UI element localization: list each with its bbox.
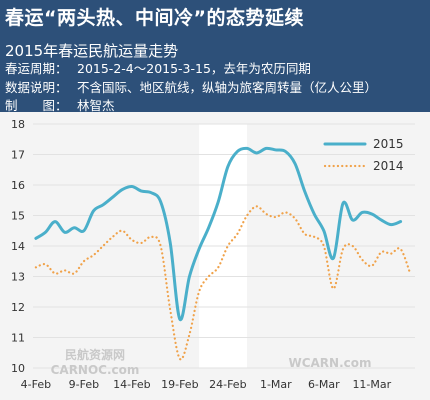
x-tick-label: 6-Mar (308, 378, 340, 391)
watermark-text: 民航资源网 (65, 347, 125, 362)
line-chart: 10 11 12 13 14 15 16 17 18 4-Feb 9-Feb 14-Feb 19-Feb… (11, 118, 415, 391)
x-tick-label: 11-Mar (352, 378, 391, 391)
legend-label-2014: 2014 (373, 159, 404, 173)
y-tick-label: 12 (11, 301, 25, 314)
x-tick-label: 14-Feb (113, 378, 150, 391)
meta-author-value: 林智杰 (77, 98, 115, 113)
y-tick-label: 15 (11, 210, 25, 223)
header-banner: 春运“两头热、中间冷”的态势延续 2015年春运民航运量走势 春运周期： 2015… (0, 0, 430, 114)
meta-period-row: 春运周期： 2015-2-4～2015-3-15，去年为农历同期 (5, 58, 311, 77)
main-title: 春运“两头热、中间冷”的态势延续 (5, 7, 304, 29)
x-tick-label: 9-Feb (69, 378, 99, 391)
y-tick-label: 17 (11, 149, 25, 162)
x-tick-label: 1-Mar (260, 378, 292, 391)
y-tick-label: 11 (11, 332, 25, 345)
meta-author-row: 制 图： 林智杰 (5, 95, 115, 114)
legend-label-2015: 2015 (373, 137, 404, 151)
y-tick-label: 10 (11, 362, 25, 375)
y-tick-label: 14 (11, 240, 25, 253)
y-tick-label: 18 (11, 118, 25, 131)
meta-period-value: 2015-2-4～2015-3-15，去年为农历同期 (77, 61, 311, 76)
watermark-text: CARNOC.com (51, 363, 140, 377)
y-tick-label: 13 (11, 271, 25, 284)
meta-note-row: 数据说明： 不含国际、地区航线，纵轴为旅客周转量（亿人公里） (5, 77, 377, 96)
x-tick-label: 19-Feb (161, 378, 198, 391)
watermark-text: WCARN.com (288, 356, 371, 370)
y-tick-label: 16 (11, 179, 25, 192)
chart-subtitle: 2015年春运民航运量走势 (5, 42, 179, 60)
meta-author-label: 制 图： (5, 98, 68, 113)
x-tick-label: 4-Feb (21, 378, 51, 391)
meta-note-label: 数据说明： (5, 80, 68, 95)
meta-note-value: 不含国际、地区航线，纵轴为旅客周转量（亿人公里） (77, 80, 378, 95)
series-line-2015 (34, 146, 403, 321)
series-line-2014 (34, 205, 412, 361)
x-tick-label: 24-Feb (209, 378, 246, 391)
meta-period-label: 春运周期： (5, 61, 68, 76)
chart-area: 10 11 12 13 14 15 16 17 18 4-Feb 9-Feb 14-Feb 19-Feb… (0, 112, 430, 400)
